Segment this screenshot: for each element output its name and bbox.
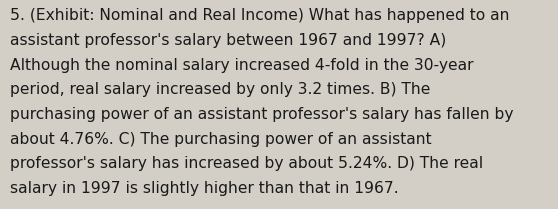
Text: Although the nominal salary increased 4-fold in the 30-year: Although the nominal salary increased 4-… [10, 58, 474, 73]
Text: purchasing power of an assistant professor's salary has fallen by: purchasing power of an assistant profess… [10, 107, 513, 122]
Text: 5. (Exhibit: Nominal and Real Income) What has happened to an: 5. (Exhibit: Nominal and Real Income) Wh… [10, 8, 509, 23]
Text: period, real salary increased by only 3.2 times. B) The: period, real salary increased by only 3.… [10, 82, 430, 97]
Text: about 4.76%. C) The purchasing power of an assistant: about 4.76%. C) The purchasing power of … [10, 132, 432, 147]
Text: professor's salary has increased by about 5.24%. D) The real: professor's salary has increased by abou… [10, 156, 483, 171]
Text: assistant professor's salary between 1967 and 1997? A): assistant professor's salary between 196… [10, 33, 446, 48]
Text: salary in 1997 is slightly higher than that in 1967.: salary in 1997 is slightly higher than t… [10, 181, 398, 196]
